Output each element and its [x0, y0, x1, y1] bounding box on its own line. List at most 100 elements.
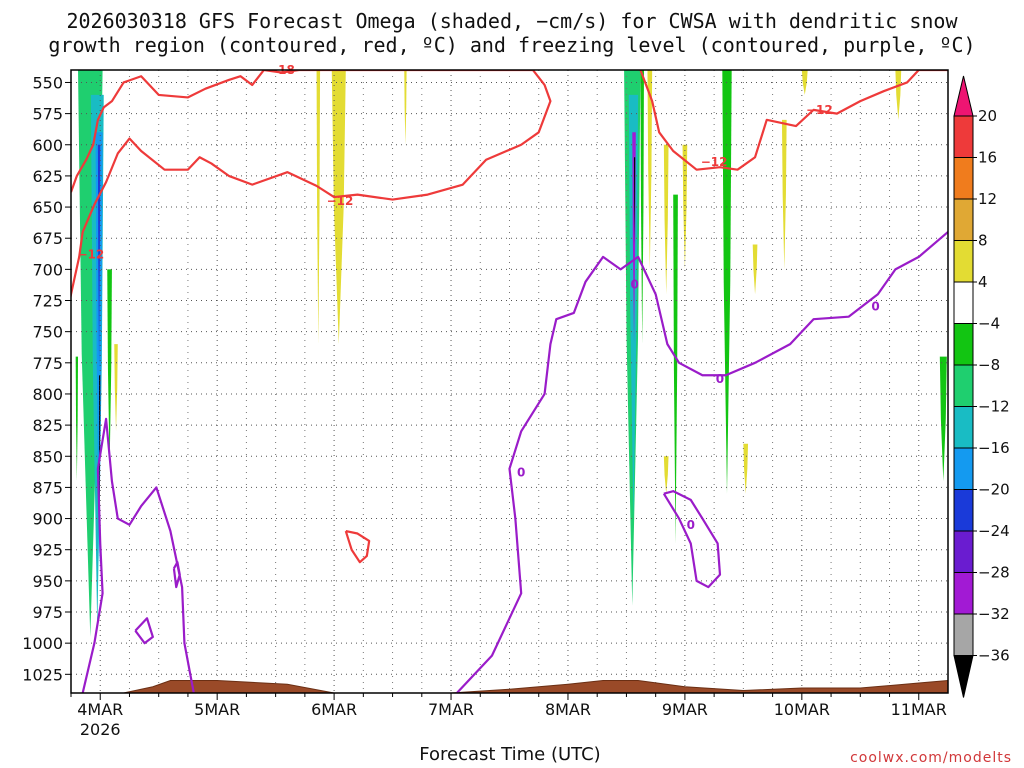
- colorbar-label: −8: [978, 356, 1000, 374]
- y-tick-label: 850: [32, 447, 63, 466]
- terrain-fill: [71, 680, 948, 693]
- y-tick-label: 700: [32, 260, 63, 279]
- omega-region-mar8-yellow-a: [647, 70, 653, 270]
- contour-freezing-level-closed: [662, 490, 722, 589]
- colorbar-bin: [953, 115, 974, 158]
- colorbar-label: −32: [978, 605, 1010, 623]
- y-tick-label: 625: [32, 167, 63, 186]
- y-tick-label: 1000: [22, 634, 63, 653]
- y-tick-label: 975: [32, 603, 63, 622]
- contour-label: 0: [517, 465, 525, 479]
- grid: [71, 70, 948, 693]
- colorbar-bin: [953, 240, 974, 283]
- x-axis-label: Forecast Time (UTC): [419, 744, 600, 765]
- terrain: [71, 680, 948, 693]
- contour-dgz-minus12-right: [639, 70, 948, 171]
- contour-small-purple-closed-a: [134, 617, 154, 645]
- x-tick-label: 8MAR: [545, 700, 591, 719]
- omega-region-mar4-ascent-max: [99, 375, 101, 525]
- omega-region-mar10-yellow-b: [752, 244, 758, 295]
- x-tick-label: 6MAR: [311, 700, 357, 719]
- omega-region-mar9-green-c: [722, 70, 732, 494]
- x-tick-sublabel: 2026: [80, 720, 121, 739]
- omega-region-mar4-ascent-core: [97, 144, 101, 370]
- omega-region-mar10-yellow-c: [781, 119, 787, 270]
- x-tick-label: 4MAR: [77, 700, 123, 719]
- omega-region-mar4-green-left: [75, 356, 79, 482]
- colorbar-bin: [953, 198, 974, 241]
- y-tick-label: 550: [32, 73, 63, 92]
- y-axis: 550 575 600 625 650 675 700 725 750 775 800 825 850 8…: [22, 73, 71, 684]
- colorbar-bin: [953, 489, 974, 532]
- contour-label: 0: [871, 300, 879, 314]
- x-tick-label: 5MAR: [194, 700, 240, 719]
- y-tick-label: 675: [32, 229, 63, 248]
- omega-region-mar11-green: [939, 356, 947, 482]
- colorbar-label: −36: [978, 647, 1010, 665]
- plot-background: [71, 70, 948, 693]
- omega-region-mar8-green-b: [673, 194, 678, 544]
- colorbar: 20 16 12 8 4 −4 −8 −12 −16 −20 −24 −28 −32 −36: [953, 75, 1010, 698]
- colorbar-bin: [953, 406, 974, 449]
- contour-freezing-level-mid: [456, 231, 948, 693]
- colorbar-bin: [953, 323, 974, 366]
- x-tick-label: 11MAR: [891, 700, 947, 719]
- colorbar-label: −28: [978, 564, 1010, 582]
- colorbar-label: 12: [978, 190, 997, 208]
- contour-label: −12: [806, 103, 833, 117]
- omega-region-mar6-yellow-b: [331, 70, 346, 345]
- colorbar-label: 16: [978, 149, 997, 167]
- credit-text: coolwx.com/modelts: [850, 750, 1012, 766]
- y-tick-label: 750: [32, 323, 63, 342]
- y-tick-label: 825: [32, 416, 63, 435]
- contour-label: 0: [687, 518, 695, 532]
- omega-region-mar9-yellow-d: [663, 456, 669, 494]
- contour-dgz-minus12-upper: [71, 70, 552, 301]
- y-tick-label: 1025: [22, 665, 63, 684]
- omega-region-mar8-ascent-cyan: [628, 94, 639, 519]
- omega-region-mar4-yellow: [114, 344, 118, 432]
- y-tick-label: 575: [32, 105, 63, 124]
- colorbar-label: −4: [978, 315, 1000, 333]
- contour-label: 0: [630, 277, 638, 291]
- contour-label: −12: [701, 155, 728, 169]
- x-tick-label: 9MAR: [662, 700, 708, 719]
- colorbar-label: 8: [978, 232, 988, 250]
- contour-small-purple-closed-b: [172, 561, 181, 589]
- contour-small-red-closed: [344, 529, 371, 564]
- colorbar-bin: [953, 613, 974, 656]
- colorbar-under-arrow: [953, 655, 974, 698]
- colorbar-bin: [953, 364, 974, 407]
- contour-label: −12: [77, 247, 104, 261]
- colorbar-label: −16: [978, 439, 1010, 457]
- y-tick-label: 725: [32, 292, 63, 311]
- omega-region-mar8-green-a: [640, 70, 644, 345]
- colorbar-label: 4: [978, 273, 988, 291]
- chart-title-line-1: 2026030318 GFS Forecast Omega (shaded, −…: [66, 9, 958, 33]
- colorbar-label: −12: [978, 398, 1010, 416]
- x-tick-label: 7MAR: [428, 700, 474, 719]
- colorbar-bin: [953, 447, 974, 490]
- omega-region-mar10-yellow-d: [801, 70, 808, 95]
- contour-label: 0: [716, 372, 724, 386]
- y-tick-label: 775: [32, 354, 63, 373]
- y-tick-label: 950: [32, 572, 63, 591]
- omega-region-mar6-yellow-c: [404, 70, 407, 145]
- y-tick-label: 900: [32, 510, 63, 529]
- y-tick-label: 875: [32, 478, 63, 497]
- y-tick-label: 650: [32, 198, 63, 217]
- contour-label: −12: [327, 194, 354, 208]
- colorbar-bin: [953, 157, 974, 200]
- omega-region-mar4-green-side: [107, 269, 112, 469]
- omega-region-mar6-yellow-a: [316, 70, 321, 345]
- y-tick-label: 925: [32, 541, 63, 560]
- colorbar-bin: [953, 572, 974, 615]
- colorbar-bin: [953, 530, 974, 573]
- y-tick-label: 800: [32, 385, 63, 404]
- omega-region-mar8-ascent-max: [634, 157, 636, 245]
- colorbar-bin: [953, 281, 974, 324]
- colorbar-label: −20: [978, 481, 1010, 499]
